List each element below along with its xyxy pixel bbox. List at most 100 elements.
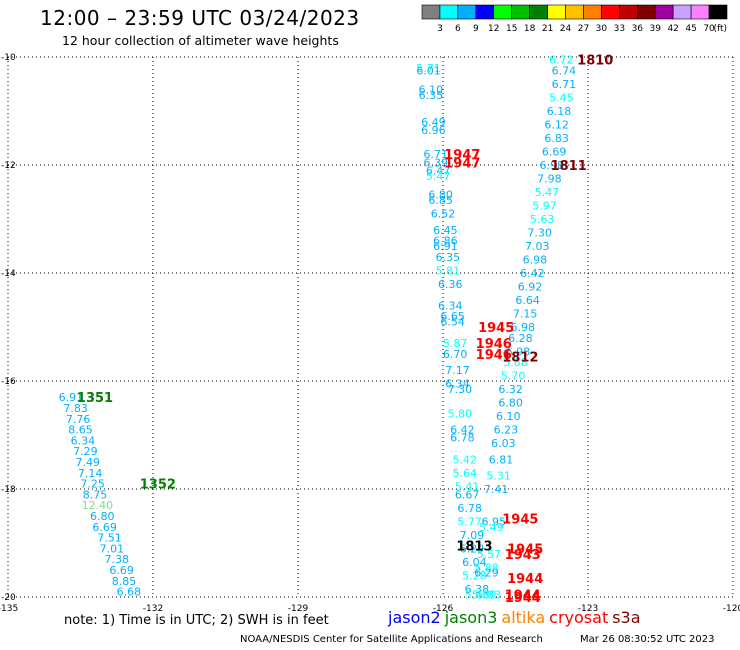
pass-time-label: 1945 bbox=[507, 542, 543, 557]
wave-height-label: 6.42 bbox=[450, 424, 475, 437]
colorbar-swatch bbox=[547, 4, 566, 20]
y-tick-label: -12 bbox=[1, 161, 16, 171]
wave-height-label: 7.01 bbox=[100, 542, 125, 555]
pass-time-label: 1946 bbox=[476, 348, 512, 363]
wave-height-label: 6.91 bbox=[59, 391, 84, 404]
wave-height-label: 6.80 bbox=[90, 510, 115, 523]
timestamp: Mar 26 08:30:52 UTC 2023 bbox=[580, 634, 715, 645]
x-tick-label: -120 bbox=[723, 604, 740, 614]
chart-title: 12:00 – 23:59 UTC 03/24/2023 bbox=[40, 6, 360, 30]
colorbar-label: 39 bbox=[650, 24, 662, 34]
satellite-legend-item: altika bbox=[501, 608, 546, 627]
wave-height-label: 5.31 bbox=[486, 470, 511, 483]
wave-height-label: 5.45 bbox=[549, 92, 574, 105]
pass-time-label: 1943 bbox=[505, 548, 541, 563]
wave-height-label: 7.41 bbox=[484, 483, 509, 496]
colorbar-label: 15 bbox=[506, 24, 517, 34]
wave-height-label: 7.38 bbox=[105, 553, 130, 566]
wave-height-label: 6.32 bbox=[498, 383, 523, 396]
wave-height-label: 6.86 bbox=[433, 235, 458, 248]
colorbar-swatch bbox=[654, 4, 674, 20]
pass-time-label: 1947 bbox=[444, 148, 480, 163]
wave-height-label: 6.34 bbox=[71, 434, 96, 447]
wave-height-label: 6.54 bbox=[440, 316, 465, 329]
colorbar-swatch bbox=[583, 4, 602, 20]
colorbar-swatch bbox=[601, 4, 620, 20]
wave-height-label: 6.64 bbox=[515, 294, 540, 307]
pass-time-label: 1811 bbox=[551, 159, 587, 174]
wave-height-label: 6.45 bbox=[433, 224, 458, 237]
pass-time-label: 1946 bbox=[476, 337, 512, 352]
colorbar-label: 30 bbox=[596, 24, 608, 34]
colorbar-swatch bbox=[421, 4, 441, 20]
wave-height-label: 5.41 bbox=[455, 480, 480, 493]
wave-height-label: 6.91 bbox=[433, 240, 458, 253]
colorbar-label: 42 bbox=[667, 24, 678, 34]
wave-height-label: 6.29 bbox=[474, 567, 499, 580]
wave-height-label: 7.49 bbox=[76, 456, 101, 469]
wave-height-label: 7.03 bbox=[525, 240, 550, 253]
wave-height-label: 6.71 bbox=[424, 148, 449, 161]
pass-time-label: 1945 bbox=[478, 321, 514, 336]
colorbar-swatch bbox=[708, 4, 728, 20]
wave-height-label: 5.42 bbox=[453, 453, 478, 466]
pass-time-label: 1810 bbox=[577, 54, 613, 69]
wave-height-label: 7.30 bbox=[448, 383, 473, 396]
wave-height-label: 5.80 bbox=[448, 407, 473, 420]
colorbar-swatch bbox=[439, 4, 459, 20]
wave-height-label: 5.88 bbox=[503, 356, 528, 369]
wave-height-label: 6.35 bbox=[436, 251, 461, 264]
x-tick-label: -135 bbox=[0, 604, 18, 614]
wave-height-label: 6.35 bbox=[419, 89, 444, 102]
wave-height-label: 6.69 bbox=[542, 146, 567, 159]
wave-height-label: 6.98 bbox=[540, 159, 565, 172]
wave-height-label: 5.57 bbox=[477, 548, 502, 561]
pass-time-label: 1812 bbox=[502, 351, 538, 366]
wave-height-label: 7.51 bbox=[97, 532, 122, 545]
pass-time-label: 1944 bbox=[505, 588, 541, 603]
wave-height-label: 6.10 bbox=[496, 410, 521, 423]
wave-height-label: 5.83 bbox=[477, 588, 502, 601]
wave-height-label: 6.03 bbox=[491, 437, 516, 450]
wave-height-label: 6.28 bbox=[508, 332, 533, 345]
wave-height-label: 6.47 bbox=[426, 164, 451, 177]
colorbar-label: 3 bbox=[437, 24, 443, 34]
wave-height-label: 5.49 bbox=[479, 521, 504, 534]
wave-height-label: 5.77 bbox=[457, 515, 482, 528]
pass-time-label: 1351 bbox=[77, 391, 113, 406]
x-tick-label: -126 bbox=[433, 604, 454, 614]
wave-height-label: 6.29 bbox=[460, 542, 485, 555]
wave-height-label: 5.81 bbox=[436, 264, 461, 277]
colorbar-label: 36 bbox=[632, 24, 644, 34]
wave-height-label: 5.60 bbox=[472, 588, 497, 601]
wave-height-label: 6.92 bbox=[518, 281, 543, 294]
satellite-legend-item: jason2 bbox=[388, 608, 441, 627]
wave-height-label: 5.87 bbox=[443, 337, 468, 350]
wave-height-label: 5.64 bbox=[453, 467, 478, 480]
colorbar-swatch bbox=[690, 4, 710, 20]
wave-height-label: 6.67 bbox=[455, 488, 480, 501]
wave-height-label: 5.63 bbox=[530, 213, 555, 226]
pass-time-label: 1813 bbox=[456, 540, 492, 555]
y-tick-label: -10 bbox=[1, 53, 16, 63]
pass-time-label: 1944 bbox=[507, 572, 543, 587]
wave-height-label: 6.39 bbox=[424, 156, 449, 169]
chart-subtitle: 12 hour collection of altimeter wave hei… bbox=[62, 33, 339, 48]
colorbar-swatch bbox=[511, 4, 530, 20]
wave-height-label: 6.69 bbox=[109, 564, 134, 577]
wave-height-label: 6.72 bbox=[549, 54, 574, 67]
pass-time-label: 1945 bbox=[502, 513, 538, 528]
colorbar-label: 27 bbox=[578, 24, 589, 34]
colorbar-swatch bbox=[672, 4, 692, 20]
grid bbox=[7, 56, 734, 598]
wave-height-label: 6.23 bbox=[494, 424, 519, 437]
satellite-legend-item: s3a bbox=[612, 608, 641, 627]
colorbar-label: 45 bbox=[685, 24, 696, 34]
wave-height-label: 6.98 bbox=[511, 321, 536, 334]
wave-height-label: 8.75 bbox=[83, 488, 108, 501]
colorbar-swatch bbox=[475, 4, 495, 20]
colorbar-swatch bbox=[636, 4, 656, 20]
wave-height-label: 6.52 bbox=[431, 208, 456, 221]
wave-height-label: 6.34 bbox=[438, 299, 463, 312]
